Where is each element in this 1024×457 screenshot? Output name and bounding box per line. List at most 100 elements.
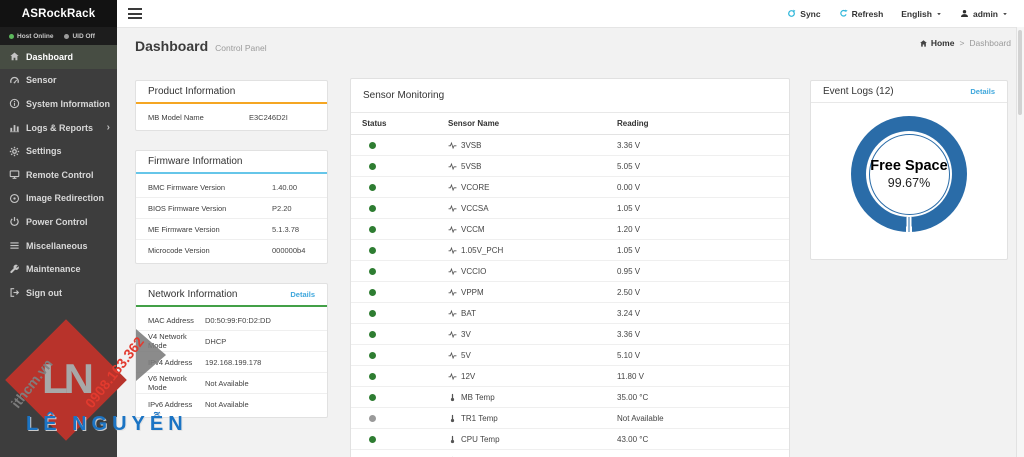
- info-label: MAC Address: [148, 315, 194, 325]
- uid-off-dot-icon: [64, 33, 70, 39]
- uid-status[interactable]: UID Off: [64, 33, 95, 40]
- refresh-button[interactable]: Refresh: [839, 9, 883, 19]
- sensor-row: VCCIO 0.95 V: [351, 261, 789, 282]
- sensor-status-cell: [351, 330, 437, 338]
- sidebar-item-icon: [9, 169, 20, 180]
- sensor-name: VCCM: [461, 224, 485, 234]
- sensor-name: 5VSB: [461, 161, 482, 171]
- sidebar-item[interactable]: Power Control: [0, 210, 117, 234]
- sensor-name: VCCIO: [461, 266, 487, 276]
- sensor-name-cell: 3V: [437, 330, 617, 339]
- page-title: Dashboard: [135, 38, 209, 54]
- sensor-row: 12V 11.80 V: [351, 366, 789, 387]
- sidebar-item[interactable]: Sensor: [0, 69, 117, 93]
- sidebar-item[interactable]: Remote Control: [0, 163, 117, 187]
- event-logs-title: Event Logs (12): [823, 86, 894, 97]
- sensor-reading: 3.24 V: [617, 308, 641, 318]
- firmware-information-header: Firmware Information: [136, 151, 327, 174]
- sidebar-item[interactable]: Logs & Reports ›: [0, 116, 117, 140]
- sidebar-item-label: Logs & Reports: [26, 122, 94, 133]
- info-row: BMC Firmware Version 1.40.00: [136, 177, 327, 197]
- info-value: Not Available: [205, 399, 249, 409]
- sensor-type-icon: [448, 435, 457, 444]
- status-dot-icon: [369, 288, 376, 296]
- sensor-name: CPU Temp: [461, 434, 500, 444]
- sensor-status-cell: [351, 309, 437, 317]
- page-scrollbar[interactable]: [1016, 27, 1024, 457]
- product-information-panel: Product Information MB Model Name E3C246…: [135, 80, 328, 131]
- language-selector[interactable]: English: [901, 9, 942, 19]
- status-dot-icon: [369, 393, 376, 401]
- sensor-row: 1.05V_PCH 1.05 V: [351, 240, 789, 261]
- sensor-reading: 0.00 V: [617, 182, 641, 192]
- sensor-name: VCORE: [461, 182, 490, 192]
- sensor-name-cell: 5VSB: [437, 162, 617, 171]
- info-row: ME Firmware Version 5.1.3.78: [136, 218, 327, 239]
- sidebar-item[interactable]: Miscellaneous: [0, 234, 117, 258]
- sidebar-item[interactable]: Maintenance: [0, 257, 117, 281]
- info-value: 5.1.3.78: [272, 224, 300, 234]
- sensor-type-icon: [448, 351, 457, 360]
- sidebar-item[interactable]: System Information: [0, 92, 117, 116]
- sensor-reading: 5.10 V: [617, 350, 641, 360]
- page-header: Dashboard Control Panel: [135, 38, 267, 54]
- menu-toggle-button[interactable]: [124, 4, 146, 23]
- sensor-row: VPPM 2.50 V: [351, 282, 789, 303]
- sync-button[interactable]: Sync: [787, 9, 821, 19]
- sensor-name: BAT: [461, 308, 476, 318]
- status-dot-icon: [369, 162, 376, 170]
- language-label: English: [901, 8, 932, 19]
- network-information-title: Network Information: [148, 289, 238, 300]
- sidebar-item-icon: [9, 264, 20, 275]
- sensor-reading: 2.50 V: [617, 287, 641, 297]
- user-menu[interactable]: admin: [960, 9, 1008, 19]
- sensor-reading: 35.00 °C: [617, 392, 649, 402]
- sensor-type-icon: [448, 141, 457, 150]
- status-dot-icon: [369, 204, 376, 212]
- sidebar-nav: Dashboard Sensor System Information Logs…: [0, 45, 117, 305]
- info-label: Microcode Version: [148, 245, 210, 255]
- network-details-link[interactable]: Details: [290, 290, 315, 299]
- scrollbar-thumb[interactable]: [1018, 30, 1022, 115]
- sensor-row: VCCSA 1.05 V: [351, 198, 789, 219]
- breadcrumb-home-link[interactable]: Home: [919, 38, 954, 48]
- firmware-information-rows: BMC Firmware Version 1.40.00 BIOS Firmwa…: [136, 174, 327, 263]
- sensor-name: VPPM: [461, 287, 484, 297]
- sidebar-item-label: Image Redirection: [26, 193, 105, 204]
- info-row: V4 Network Mode DHCP: [136, 330, 327, 351]
- sidebar: ASRockRack Host Online UID Off Dashboard…: [0, 0, 117, 457]
- sensor-status-cell: [351, 267, 437, 275]
- event-logs-details-link[interactable]: Details: [970, 87, 995, 96]
- sensor-status-cell: [351, 225, 437, 233]
- chevron-right-icon: ›: [106, 121, 110, 133]
- info-row: IPv6 Address Not Available: [136, 393, 327, 414]
- status-dot-icon: [369, 246, 376, 254]
- topbar: Sync Refresh English admin: [117, 0, 1024, 28]
- status-dot-icon: [369, 309, 376, 317]
- status-dot-icon: [369, 330, 376, 338]
- sensor-name-cell: 1.05V_PCH: [437, 246, 617, 255]
- network-information-header: Network Information Details: [136, 284, 327, 307]
- sensor-reading: 11.80 V: [617, 371, 644, 381]
- info-row: V6 Network Mode Not Available: [136, 372, 327, 393]
- info-label: IPv6 Address: [148, 399, 193, 409]
- info-value: 192.168.199.178: [205, 357, 262, 367]
- info-value: Not Available: [205, 378, 249, 388]
- sidebar-item-icon: [9, 98, 20, 109]
- host-power-status[interactable]: Host Online: [9, 33, 53, 40]
- chevron-down-icon: [936, 11, 942, 17]
- sensor-status-cell: [351, 183, 437, 191]
- sensor-type-icon: [448, 267, 457, 276]
- sidebar-item-label: Maintenance: [26, 264, 81, 275]
- sensor-status-cell: [351, 288, 437, 296]
- sidebar-item[interactable]: Image Redirection: [0, 187, 117, 211]
- sidebar-item[interactable]: Settings: [0, 139, 117, 163]
- sensor-status-cell: [351, 393, 437, 401]
- sensor-status-cell: [351, 414, 437, 422]
- user-label: admin: [972, 8, 998, 19]
- sensor-type-icon: [448, 393, 457, 402]
- free-space-donut-chart: Free Space 99.67%: [851, 116, 967, 232]
- column-sensor-name: Sensor Name: [448, 119, 500, 128]
- sidebar-item[interactable]: Dashboard: [0, 45, 117, 69]
- sidebar-item[interactable]: Sign out: [0, 281, 117, 305]
